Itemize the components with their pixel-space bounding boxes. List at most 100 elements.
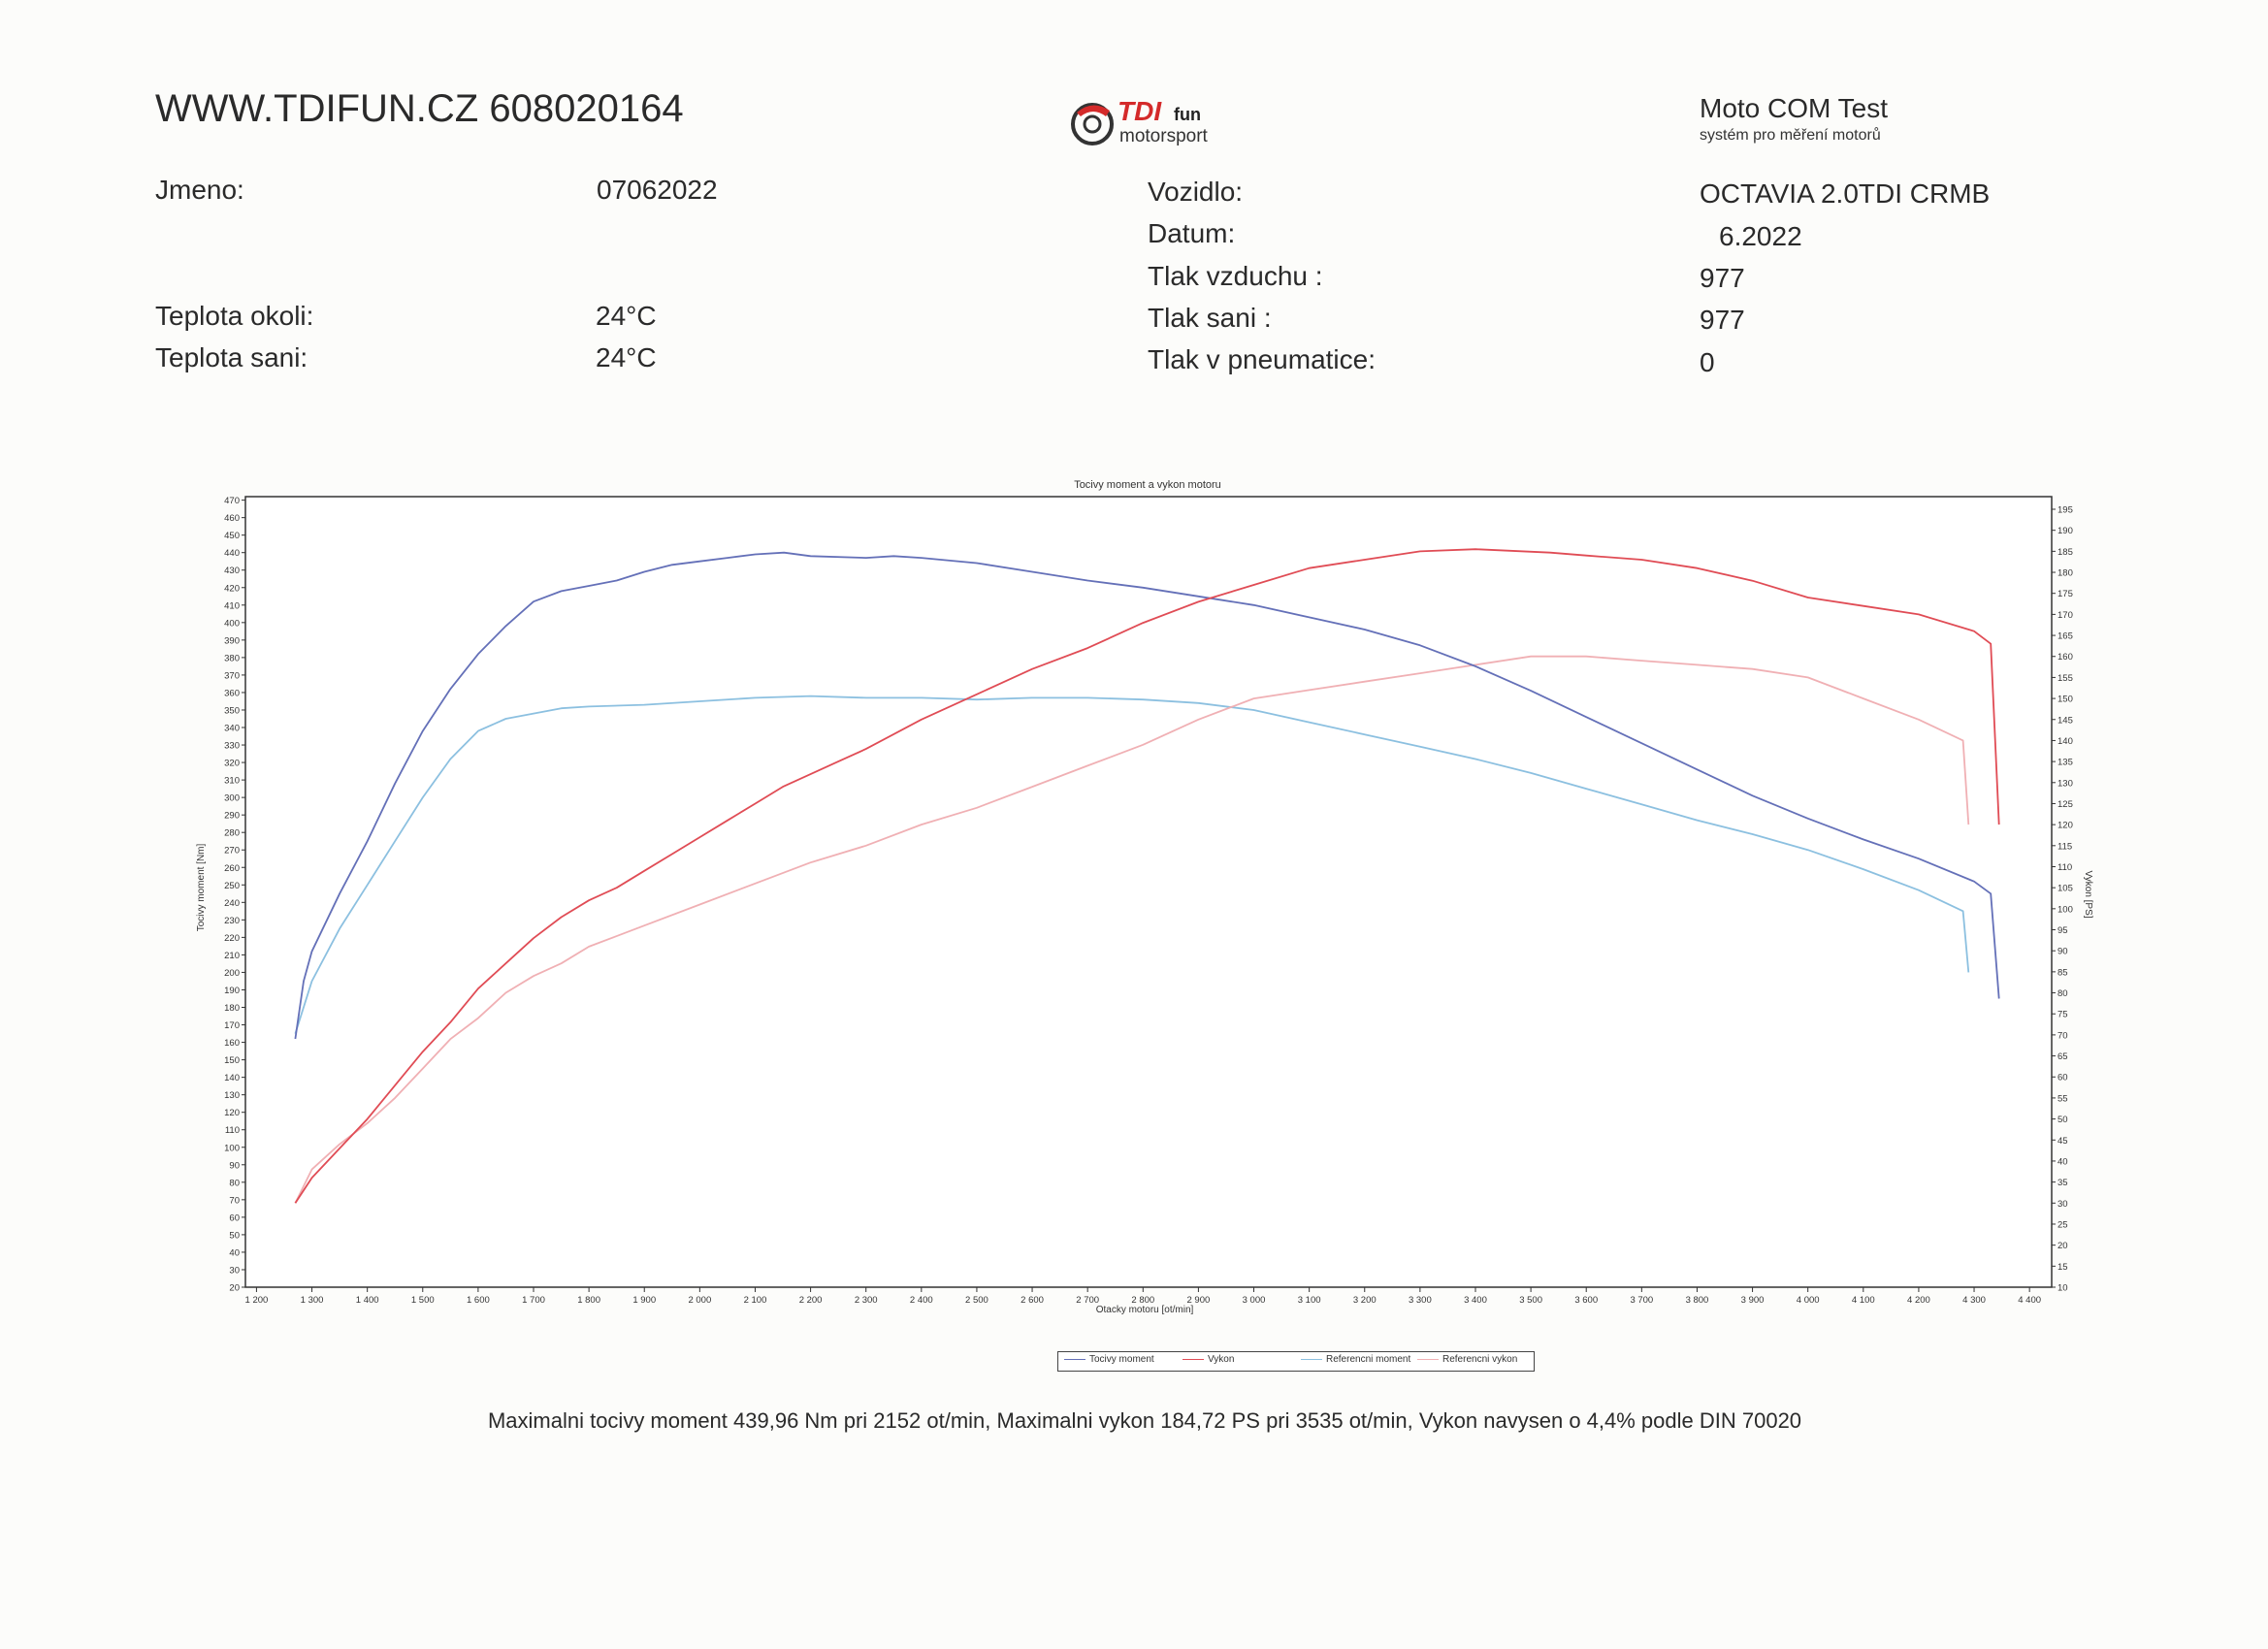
info-label-tlak-vzduchu: Tlak vzduchu : bbox=[1148, 261, 1323, 291]
y-tick-label: 430 bbox=[224, 566, 240, 576]
series-line-tocivy-moment bbox=[294, 551, 2000, 1040]
y-axis-label: Tocivy moment [Nm] bbox=[196, 843, 207, 931]
brand-title: Moto COM Test bbox=[1700, 93, 1888, 123]
y-tick-label: 410 bbox=[224, 600, 240, 611]
x-tick-label: 2 400 bbox=[910, 1295, 933, 1306]
info-value-tlak-pneumatice: 0 bbox=[1700, 347, 1715, 377]
y-tick-label: 20 bbox=[229, 1283, 240, 1294]
y2-tick-label: 40 bbox=[2057, 1156, 2068, 1167]
y2-tick-label: 155 bbox=[2057, 673, 2073, 684]
x-tick-label: 2 500 bbox=[965, 1295, 988, 1306]
y2-tick-label: 75 bbox=[2057, 1010, 2068, 1020]
chart-legend: Tocivy moment Vykon Referencni moment Re… bbox=[1057, 1351, 1535, 1372]
y-tick-label: 90 bbox=[229, 1160, 240, 1171]
y2-tick-label: 135 bbox=[2057, 758, 2073, 768]
y-tick-label: 150 bbox=[224, 1055, 240, 1066]
info-value-tlak-vzduchu: 977 bbox=[1700, 263, 1745, 293]
x-tick-label: 1 400 bbox=[356, 1295, 379, 1306]
info-value-datum: 6.2022 bbox=[1719, 221, 1802, 251]
y-tick-label: 120 bbox=[224, 1108, 240, 1118]
x-tick-label: 3 100 bbox=[1298, 1295, 1321, 1306]
x-tick-label: 4 400 bbox=[2018, 1295, 2041, 1306]
series bbox=[294, 548, 2000, 1204]
y-tick-label: 310 bbox=[224, 776, 240, 787]
y-tick-label: 140 bbox=[224, 1073, 240, 1083]
y2-tick-label: 50 bbox=[2057, 1115, 2068, 1125]
y-tick-label: 220 bbox=[224, 933, 240, 944]
info-value-tlak-sani: 977 bbox=[1700, 305, 1745, 335]
x-axis-label: Otacky motoru [ot/min] bbox=[1096, 1305, 1194, 1315]
info-label-vozidlo: Vozidlo: bbox=[1148, 177, 1244, 207]
y-tick-label: 100 bbox=[224, 1143, 240, 1153]
x-tick-label: 1 800 bbox=[577, 1295, 600, 1306]
y-tick-label: 420 bbox=[224, 583, 240, 594]
y2-tick-label: 95 bbox=[2057, 925, 2068, 936]
x-tick-label: 2 300 bbox=[855, 1295, 878, 1306]
x-tick-label: 4 100 bbox=[1852, 1295, 1875, 1306]
y2-tick-label: 150 bbox=[2057, 695, 2073, 705]
x-tick-label: 3 600 bbox=[1574, 1295, 1598, 1306]
y-tick-label: 300 bbox=[224, 793, 240, 804]
x-tick-label: 3 400 bbox=[1464, 1295, 1487, 1306]
chart-title: Tocivy moment a vykon motoru bbox=[1074, 479, 1221, 491]
y2-tick-label: 55 bbox=[2057, 1093, 2068, 1104]
x-tick-label: 4 300 bbox=[1962, 1295, 1986, 1306]
y-tick-label: 450 bbox=[224, 531, 240, 541]
y-tick-label: 50 bbox=[229, 1230, 240, 1241]
y-tick-label: 180 bbox=[224, 1003, 240, 1014]
info-value-teplota-okoli: 24°C bbox=[596, 301, 657, 331]
legend-swatch bbox=[1301, 1358, 1322, 1360]
x-tick-label: 3 000 bbox=[1243, 1295, 1266, 1306]
y2-tick-label: 185 bbox=[2057, 547, 2073, 558]
y-tick-label: 280 bbox=[224, 828, 240, 839]
y-tick-label: 160 bbox=[224, 1038, 240, 1049]
y2-tick-label: 20 bbox=[2057, 1241, 2068, 1251]
info-value-teplota-sani: 24°C bbox=[596, 342, 657, 372]
x-tick-label: 1 600 bbox=[467, 1295, 490, 1306]
x-tick-label: 2 800 bbox=[1131, 1295, 1154, 1306]
y-tick-label: 230 bbox=[224, 916, 240, 926]
plot-frame bbox=[244, 496, 2053, 1288]
y2-tick-label: 10 bbox=[2057, 1283, 2068, 1294]
y-tick-label: 30 bbox=[229, 1265, 240, 1276]
y2-tick-label: 165 bbox=[2057, 631, 2073, 642]
y-tick-label: 440 bbox=[224, 548, 240, 559]
y2-tick-label: 170 bbox=[2057, 610, 2073, 621]
y2-tick-label: 110 bbox=[2057, 862, 2072, 873]
y2-tick-label: 25 bbox=[2057, 1219, 2068, 1230]
series-line-vykon bbox=[294, 548, 2000, 1204]
y-tick-label: 200 bbox=[224, 968, 240, 979]
y-tick-label: 260 bbox=[224, 863, 240, 874]
y2-tick-label: 130 bbox=[2057, 778, 2073, 789]
x-tick-label: 2 200 bbox=[799, 1295, 823, 1306]
y-tick-label: 470 bbox=[224, 496, 240, 506]
y2-axis-label: Vykon [PS] bbox=[2083, 870, 2093, 918]
x-tick-label: 1 900 bbox=[632, 1295, 656, 1306]
turbo-logo-icon bbox=[1071, 103, 1114, 146]
x-tick-label: 3 300 bbox=[1409, 1295, 1432, 1306]
y2-tick-label: 80 bbox=[2057, 988, 2068, 999]
legend-swatch bbox=[1183, 1358, 1204, 1360]
legend-swatch bbox=[1064, 1358, 1085, 1360]
legend-item-referencni-vykon: Referencni vykon bbox=[1417, 1354, 1517, 1368]
x-tick-label: 1 500 bbox=[411, 1295, 435, 1306]
tdifun-logo: TDI fun motorsport bbox=[1071, 96, 1209, 146]
info-value-jmeno: 07062022 bbox=[597, 175, 718, 205]
info-label-tlak-pneumatice: Tlak v pneumatice: bbox=[1148, 344, 1376, 374]
legend-item-vykon: Vykon bbox=[1183, 1354, 1234, 1368]
y-tick-label: 380 bbox=[224, 653, 240, 663]
x-tick-label: 4 200 bbox=[1907, 1295, 1930, 1306]
brand-subtitle: systém pro měření motorů bbox=[1700, 127, 1881, 144]
y2-tick-label: 105 bbox=[2057, 884, 2073, 894]
y2-tick-label: 85 bbox=[2057, 967, 2068, 978]
y2-tick-label: 140 bbox=[2057, 736, 2073, 747]
info-label-tlak-sani: Tlak sani : bbox=[1148, 303, 1272, 333]
dyno-chart: Tocivy moment a vykon motoru Otacky moto… bbox=[196, 479, 2093, 1315]
y2-tick-label: 160 bbox=[2057, 652, 2073, 663]
y-tick-label: 270 bbox=[224, 846, 240, 857]
y-tick-label: 370 bbox=[224, 670, 240, 681]
x-tick-label: 1 200 bbox=[245, 1295, 269, 1306]
info-label-datum: Datum: bbox=[1148, 218, 1236, 248]
y2-tick-label: 145 bbox=[2057, 715, 2073, 726]
x-tick-label: 3 700 bbox=[1630, 1295, 1653, 1306]
